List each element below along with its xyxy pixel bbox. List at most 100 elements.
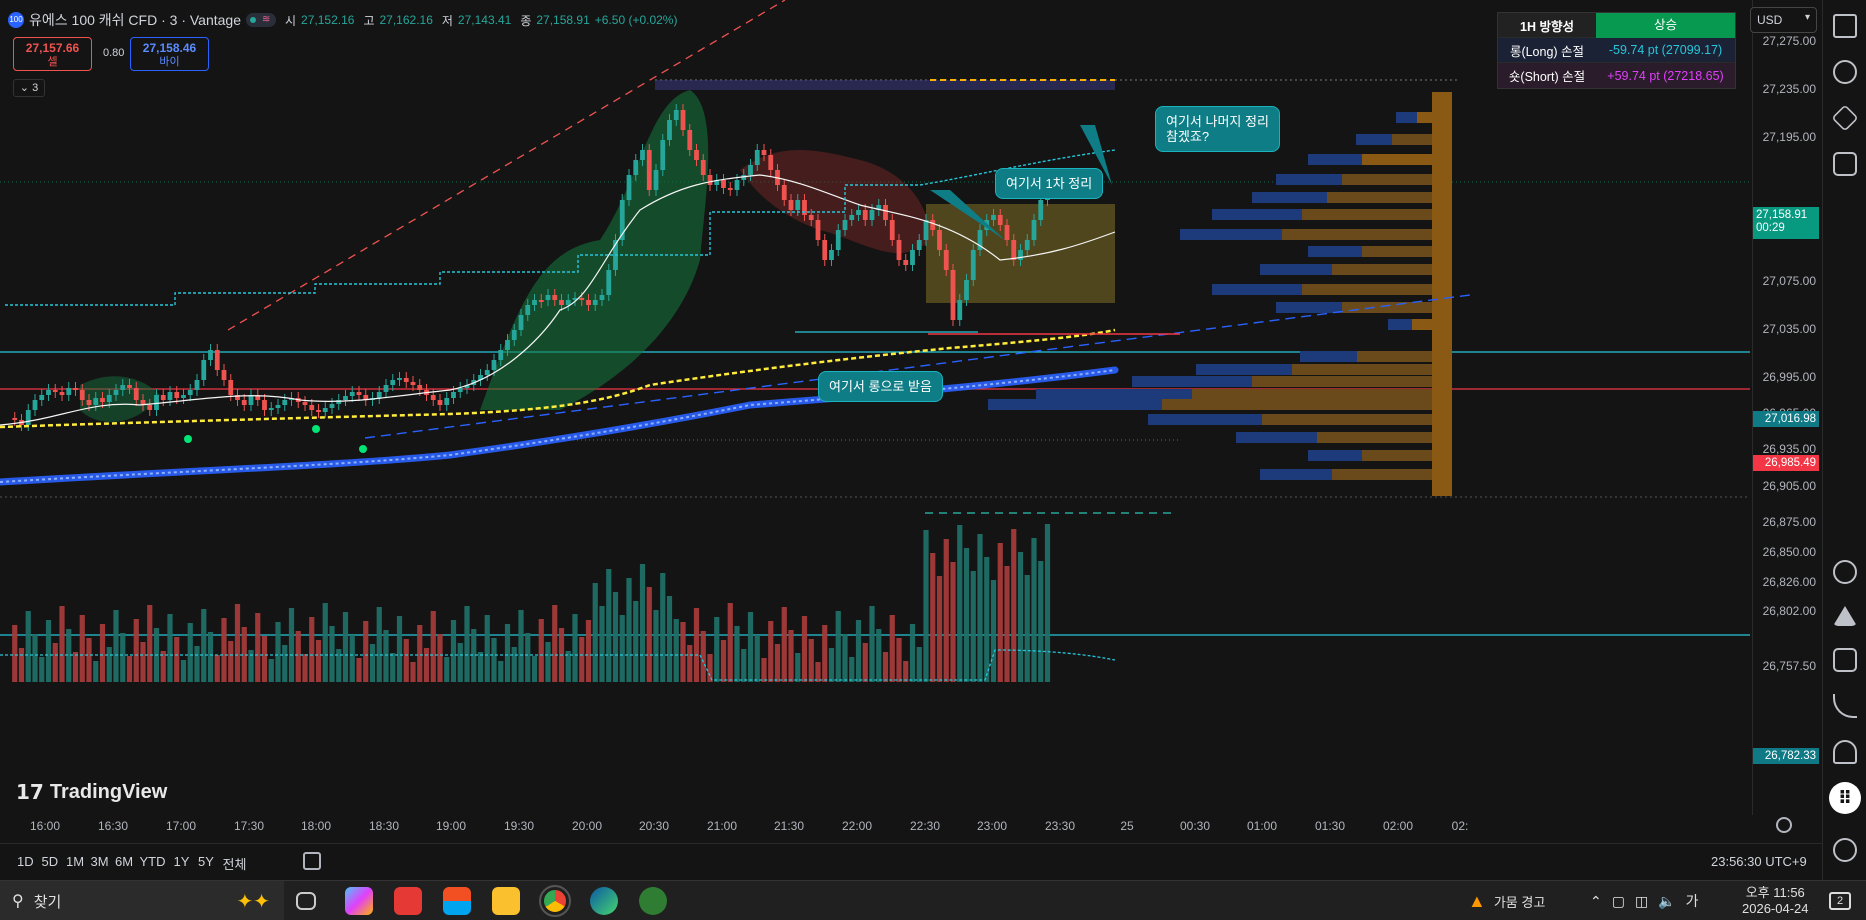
volume-profile-bar xyxy=(1212,209,1302,220)
volume-bar xyxy=(207,632,214,682)
volume-profile-bar xyxy=(1332,264,1452,275)
candle-body xyxy=(862,210,868,220)
chevron-up-icon: ⌃ xyxy=(1590,892,1602,909)
volume-bar xyxy=(707,654,713,682)
spread-value: 0.80 xyxy=(103,47,125,59)
candle-body xyxy=(1038,200,1044,220)
candle-body xyxy=(181,395,186,398)
time-tick: 18:00 xyxy=(300,819,332,833)
chart-clock[interactable]: 23:56:30 UTC+9 xyxy=(1711,854,1807,869)
price-tick: 26,935.00 xyxy=(1762,442,1816,456)
candle-body xyxy=(559,300,564,305)
store-icon[interactable] xyxy=(443,887,471,915)
taskbar-clock[interactable]: 오후 11:56 2026-04-24 xyxy=(1742,881,1809,920)
candle-body xyxy=(883,205,888,220)
current-price: 27,158.91 xyxy=(1756,209,1808,221)
taskbar-search[interactable]: ⚲ 찾기 ✦✦ xyxy=(0,881,284,920)
candle-body xyxy=(579,298,585,300)
tray-icons[interactable]: ⌃ ▢ ◫ 🔈 가 xyxy=(1590,881,1699,920)
volume-bar xyxy=(795,653,801,682)
edge-icon[interactable] xyxy=(590,887,618,915)
candle-body xyxy=(343,396,348,400)
volume-bar xyxy=(174,637,180,682)
candle-body xyxy=(748,165,753,175)
volume-bar xyxy=(268,659,274,682)
triangle-icon[interactable] xyxy=(1833,606,1857,626)
settings-gear-icon[interactable] xyxy=(1776,817,1792,833)
volume-bar xyxy=(916,647,922,682)
indicator-toggle[interactable]: ⌄ 3 xyxy=(13,79,45,97)
compare-calendar-icon[interactable] xyxy=(303,852,321,870)
task-view-icon[interactable] xyxy=(296,892,316,910)
sell-button[interactable]: 27,157.66 셀 xyxy=(13,37,92,71)
time-axis[interactable]: 16:00 16:30 17:00 17:30 18:00 18:30 19:00 19:30… xyxy=(0,815,1750,837)
chevron-down-icon: ⌄ xyxy=(19,82,30,94)
volume-profile-bar xyxy=(1212,284,1302,295)
time-tick: 23:30 xyxy=(1044,819,1076,833)
volume-bar xyxy=(943,539,949,682)
alerts-clock-icon[interactable] xyxy=(1833,60,1857,84)
volume-bar xyxy=(160,651,166,682)
range-button-1y[interactable]: 1Y xyxy=(173,854,190,869)
volume-bar xyxy=(234,604,241,682)
layers-icon[interactable] xyxy=(1831,104,1859,132)
candle-body xyxy=(160,395,166,400)
calendar-icon[interactable] xyxy=(1833,648,1857,672)
volume-bar xyxy=(471,629,477,682)
chrome-icon[interactable] xyxy=(539,885,571,917)
range-button-ytd[interactable]: YTD xyxy=(139,854,166,869)
range-button-1d[interactable]: 1D xyxy=(17,854,34,869)
range-button-전체[interactable]: 전체 xyxy=(222,857,247,872)
volume-bar xyxy=(45,620,52,682)
time-tick: 17:00 xyxy=(165,819,197,833)
app-red-icon[interactable] xyxy=(394,887,422,915)
time-tick: 23:00 xyxy=(976,819,1008,833)
speedometer-icon[interactable] xyxy=(1833,560,1857,584)
range-button-6m[interactable]: 6M xyxy=(115,854,134,869)
volume-profile-bar xyxy=(1308,246,1362,257)
symbol-title[interactable]: 유에스 100 캐쉬 CFD · 3 · Vantage xyxy=(29,12,241,28)
currency-select[interactable]: USD ▾ xyxy=(1750,7,1817,33)
volume-profile-bar xyxy=(1362,450,1452,461)
volume-bar xyxy=(329,626,335,682)
weather-warning[interactable]: ▲ 가뭄 경고 xyxy=(1468,881,1545,920)
price-axis[interactable]: 27,275.0027,235.0027,195.0027,115.0027,0… xyxy=(1752,0,1822,815)
candle-body xyxy=(93,398,99,405)
currency-value: USD xyxy=(1757,13,1783,27)
watchlist-icon[interactable] xyxy=(1833,14,1857,38)
candle-body xyxy=(815,220,821,240)
volume-bar xyxy=(201,609,207,682)
volume-bar xyxy=(909,624,916,682)
bell-icon[interactable] xyxy=(1833,740,1857,764)
range-button-5y[interactable]: 5Y xyxy=(198,854,214,869)
broadcast-icon[interactable] xyxy=(1833,694,1857,718)
help-icon[interactable] xyxy=(1833,838,1857,862)
volume-bar xyxy=(423,648,430,682)
chart-app-icon[interactable] xyxy=(639,887,667,915)
price-chart[interactable] xyxy=(0,0,1750,815)
volume-profile-bar xyxy=(1236,432,1317,443)
apps-grid-icon[interactable]: ⠿ xyxy=(1829,782,1861,814)
notification-center[interactable]: 2 xyxy=(1829,881,1851,920)
volume-bar xyxy=(700,631,706,682)
candle-body xyxy=(451,392,456,398)
candle-body xyxy=(322,408,328,412)
chat-icon[interactable] xyxy=(1833,152,1857,176)
copilot-icon[interactable] xyxy=(345,887,373,915)
candle-body xyxy=(802,200,807,215)
range-button-5d[interactable]: 5D xyxy=(41,854,59,869)
volume-bar xyxy=(322,603,328,682)
volume-bar xyxy=(828,648,835,682)
buy-button[interactable]: 27,158.46 바이 xyxy=(130,37,209,71)
volume-bar xyxy=(147,605,153,682)
volume-bar xyxy=(687,645,693,682)
range-button-1m[interactable]: 1M xyxy=(66,854,85,869)
candle-body xyxy=(869,210,875,220)
range-button-3m[interactable]: 3M xyxy=(90,854,109,869)
file-explorer-icon[interactable] xyxy=(492,887,520,915)
indicator-count: 3 xyxy=(32,82,39,94)
candle-body xyxy=(788,200,794,210)
chevron-down-icon: ▾ xyxy=(1804,12,1810,23)
symbol-badge[interactable]: 100 xyxy=(8,12,24,28)
candle-body xyxy=(228,380,234,395)
